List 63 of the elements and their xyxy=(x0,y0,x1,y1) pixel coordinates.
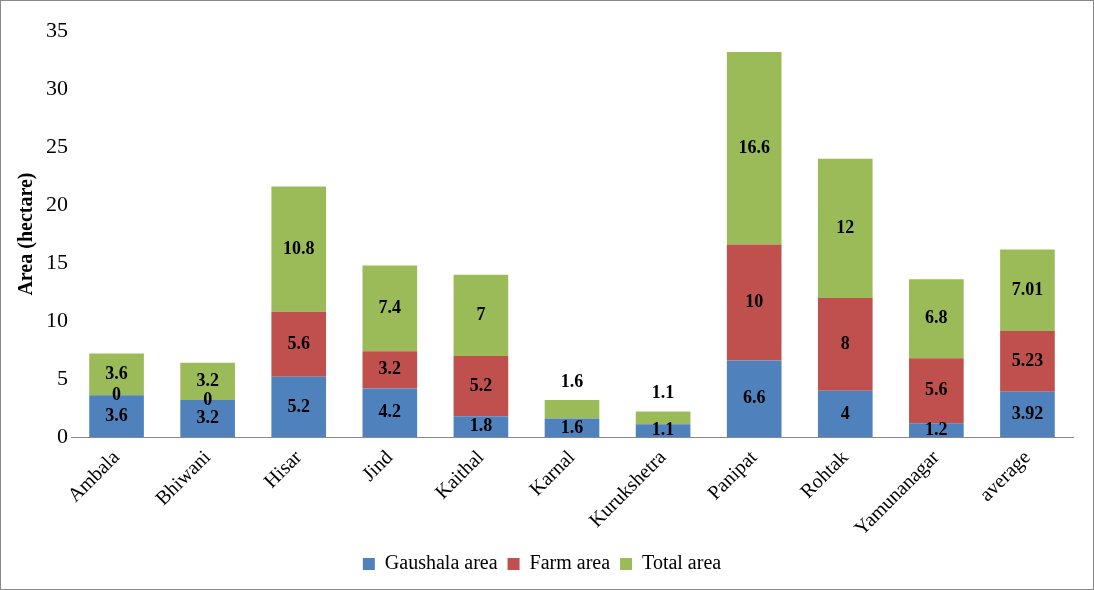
data-label: 1.6 xyxy=(560,370,584,391)
bar xyxy=(362,388,418,438)
bar xyxy=(453,355,509,417)
x-tick-label: Jind xyxy=(357,445,397,485)
legend-label: Farm area xyxy=(529,551,611,574)
data-label: 1.1 xyxy=(651,382,675,403)
data-label: 10 xyxy=(745,291,764,312)
bar xyxy=(362,265,418,352)
data-label: 4 xyxy=(840,402,850,423)
data-label: 8 xyxy=(840,332,850,353)
data-label: 7 xyxy=(476,303,486,324)
data-label: 5.6 xyxy=(287,332,310,353)
data-label: 7.4 xyxy=(378,296,402,317)
data-label: 0 xyxy=(203,388,213,409)
data-label: 3.2 xyxy=(196,407,219,428)
y-tick-label: 30 xyxy=(46,74,68,100)
bar xyxy=(1000,249,1055,331)
data-label: 4.2 xyxy=(378,401,402,422)
y-tick-label: 10 xyxy=(46,306,68,332)
data-label: 1.6 xyxy=(560,416,584,437)
y-tick-label: 25 xyxy=(46,132,68,158)
bar xyxy=(909,358,964,424)
data-label: 3.2 xyxy=(196,370,219,391)
data-label: 1.2 xyxy=(925,418,948,439)
data-label: 1.1 xyxy=(651,419,675,440)
bar xyxy=(271,376,327,438)
data-label: 6.6 xyxy=(742,387,766,408)
y-tick-label: 5 xyxy=(57,364,68,390)
data-label: 3.6 xyxy=(105,404,128,425)
bar xyxy=(453,274,509,356)
data-label: 16.6 xyxy=(738,136,770,157)
data-label: 5.23 xyxy=(1011,349,1044,370)
data-label: 3.6 xyxy=(105,363,128,384)
data-label: 3.2 xyxy=(378,358,402,379)
y-tick-label: 35 xyxy=(46,16,68,42)
bar xyxy=(271,186,327,312)
legend-label: Total area xyxy=(642,551,722,574)
data-label: 12 xyxy=(836,216,855,237)
y-tick-label: 0 xyxy=(57,422,68,448)
bar xyxy=(909,279,964,359)
y-axis-title: Area (hectare) xyxy=(14,172,38,296)
data-label: 7.01 xyxy=(1011,278,1044,299)
data-label: 5.2 xyxy=(469,374,493,395)
data-label: 3.92 xyxy=(1011,403,1044,424)
bar xyxy=(544,400,600,419)
bar xyxy=(1000,391,1055,438)
bar xyxy=(1000,330,1055,392)
data-label: 5.2 xyxy=(287,395,310,416)
data-label: 10.8 xyxy=(282,237,315,258)
data-label: 5.6 xyxy=(925,379,948,400)
data-label: 6.8 xyxy=(925,307,948,328)
bar xyxy=(817,390,873,438)
data-label: 1.8 xyxy=(469,415,493,436)
bar xyxy=(271,311,327,377)
bar xyxy=(726,244,782,361)
bar xyxy=(817,297,873,391)
bar xyxy=(362,351,418,389)
legend-label: Gaushala area xyxy=(384,551,498,574)
y-tick-label: 15 xyxy=(46,248,68,274)
bar xyxy=(726,51,782,245)
bar xyxy=(817,158,873,298)
y-tick-label: 20 xyxy=(46,190,68,216)
bar xyxy=(726,360,782,438)
